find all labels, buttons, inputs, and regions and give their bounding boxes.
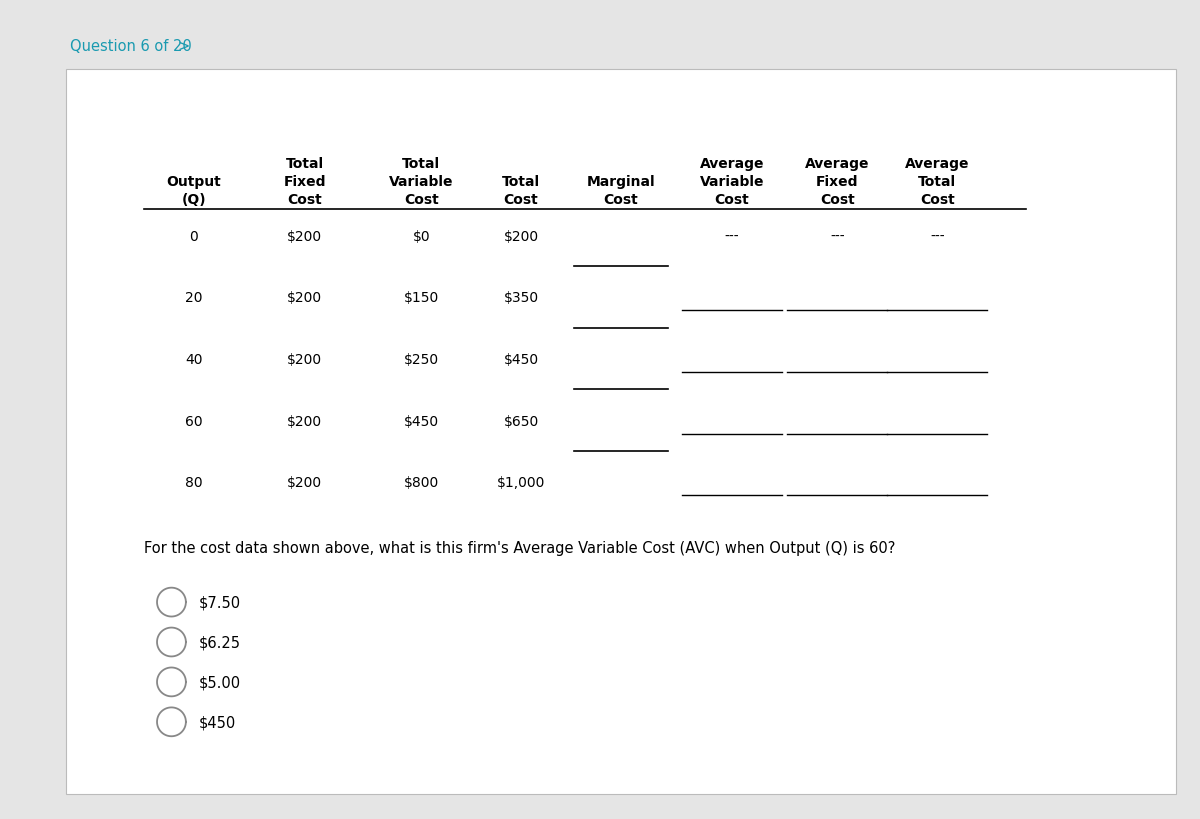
- Text: $200: $200: [287, 291, 323, 305]
- Text: $1,000: $1,000: [497, 476, 545, 490]
- Text: Cost: Cost: [820, 193, 854, 207]
- Text: Cost: Cost: [715, 193, 749, 207]
- Text: $450: $450: [504, 352, 539, 367]
- Text: $450: $450: [199, 714, 236, 730]
- Text: 60: 60: [185, 414, 203, 428]
- FancyBboxPatch shape: [66, 70, 1176, 794]
- Text: 20: 20: [185, 291, 203, 305]
- Text: (Q): (Q): [181, 193, 206, 207]
- Text: $200: $200: [287, 414, 323, 428]
- Text: Fixed: Fixed: [283, 175, 326, 189]
- Text: Cost: Cost: [920, 193, 955, 207]
- Text: $650: $650: [504, 414, 539, 428]
- Text: Cost: Cost: [404, 193, 438, 207]
- Text: ---: ---: [725, 229, 739, 243]
- Text: Cost: Cost: [604, 193, 638, 207]
- Text: Total: Total: [402, 157, 440, 171]
- Text: Total: Total: [918, 175, 956, 189]
- Text: $150: $150: [403, 291, 439, 305]
- Text: Fixed: Fixed: [816, 175, 859, 189]
- Text: ---: ---: [930, 229, 944, 243]
- Text: Cost: Cost: [287, 193, 322, 207]
- Text: Cost: Cost: [504, 193, 539, 207]
- Text: Marginal: Marginal: [587, 175, 655, 189]
- Text: $350: $350: [504, 291, 539, 305]
- Text: $5.00: $5.00: [199, 675, 241, 690]
- Text: Average: Average: [700, 157, 764, 171]
- Text: Total: Total: [286, 157, 324, 171]
- Text: For the cost data shown above, what is this firm's Average Variable Cost (AVC) w: For the cost data shown above, what is t…: [144, 541, 895, 555]
- Text: >: >: [178, 38, 190, 54]
- Text: $0: $0: [413, 229, 430, 243]
- Text: Average: Average: [905, 157, 970, 171]
- Text: Question 6 of 20: Question 6 of 20: [70, 38, 191, 54]
- Text: Variable: Variable: [700, 175, 764, 189]
- Text: $200: $200: [287, 352, 323, 367]
- Text: 40: 40: [185, 352, 203, 367]
- Text: $250: $250: [403, 352, 439, 367]
- Text: $800: $800: [403, 476, 439, 490]
- Text: $6.25: $6.25: [199, 635, 241, 649]
- Text: $450: $450: [403, 414, 439, 428]
- Text: 0: 0: [190, 229, 198, 243]
- Text: Average: Average: [805, 157, 870, 171]
- Text: $200: $200: [287, 229, 323, 243]
- Text: ---: ---: [830, 229, 845, 243]
- Text: $7.50: $7.50: [199, 595, 241, 610]
- Text: 80: 80: [185, 476, 203, 490]
- Text: Total: Total: [502, 175, 540, 189]
- Text: $200: $200: [504, 229, 539, 243]
- Text: Output: Output: [167, 175, 221, 189]
- Text: $200: $200: [287, 476, 323, 490]
- Text: Variable: Variable: [389, 175, 454, 189]
